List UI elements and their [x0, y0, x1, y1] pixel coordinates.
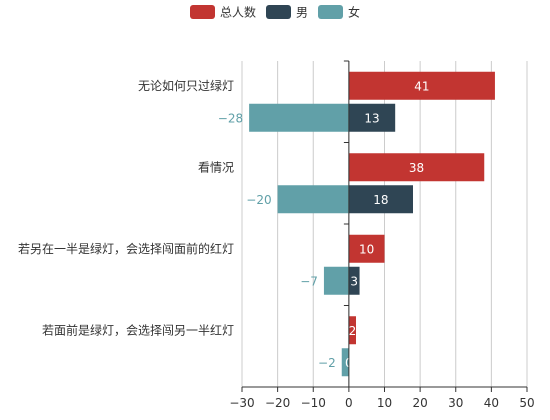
bar[interactable]	[348, 153, 485, 182]
y-category-label: 若另在一半是绿灯，会选择闯面前的红灯	[18, 241, 234, 256]
bar[interactable]	[323, 266, 349, 295]
bar[interactable]	[348, 71, 495, 100]
x-tick-label: 30	[448, 396, 463, 410]
legend-swatch	[318, 5, 343, 19]
legend-item[interactable]: 女	[318, 5, 360, 20]
x-tick-label: −30	[229, 396, 254, 410]
y-category-label: 无论如何只过绿灯	[138, 78, 234, 93]
bar[interactable]	[348, 266, 360, 295]
x-tick-label: −20	[265, 396, 290, 410]
axes: −30 −20 −10 0 10 20 30 40 50 无论如何只过绿灯看情况若另在一半是绿灯，…	[18, 60, 535, 410]
bar[interactable]	[348, 316, 356, 345]
bar[interactable]	[348, 234, 385, 263]
legend-swatch	[190, 5, 215, 19]
y-category-label: 看情况	[198, 160, 234, 174]
bar-value-label: 3	[350, 274, 358, 288]
x-tick-label: 20	[412, 396, 427, 410]
bar-value-label: 13	[364, 111, 379, 125]
y-category-label: 若面前是绿灯，会选择闯另一半红灯	[42, 322, 234, 337]
bar-value-label: −20	[246, 193, 271, 207]
legend-item[interactable]: 总人数	[190, 5, 256, 20]
legend[interactable]: 总人数 男 女	[190, 5, 360, 20]
x-tick-label: 50	[519, 396, 534, 410]
bar[interactable]	[348, 103, 396, 132]
legend-swatch	[266, 5, 291, 19]
x-tick-label: 10	[377, 396, 392, 410]
bar-value-label: −28	[218, 111, 243, 125]
bar-value-label: 18	[373, 193, 388, 207]
bars	[249, 71, 495, 377]
bar-value-label: 2	[349, 324, 357, 338]
bar-value-label: 10	[359, 242, 374, 256]
bar-value-label: 41	[414, 79, 429, 93]
bar[interactable]	[277, 185, 349, 214]
bar[interactable]	[341, 348, 349, 377]
x-tick-label: −10	[301, 396, 326, 410]
bar[interactable]	[249, 103, 349, 132]
bar-value-label: 38	[409, 161, 424, 175]
x-tick-label: 40	[484, 396, 499, 410]
legend-item[interactable]: 男	[266, 5, 308, 20]
legend-label: 总人数	[220, 5, 256, 20]
x-tick-label: 0	[345, 396, 353, 410]
bar[interactable]	[348, 185, 413, 214]
bar-value-label: −7	[300, 274, 318, 288]
bar-value-label: −2	[318, 356, 336, 370]
legend-label: 男	[296, 6, 308, 20]
legend-label: 女	[348, 5, 360, 20]
